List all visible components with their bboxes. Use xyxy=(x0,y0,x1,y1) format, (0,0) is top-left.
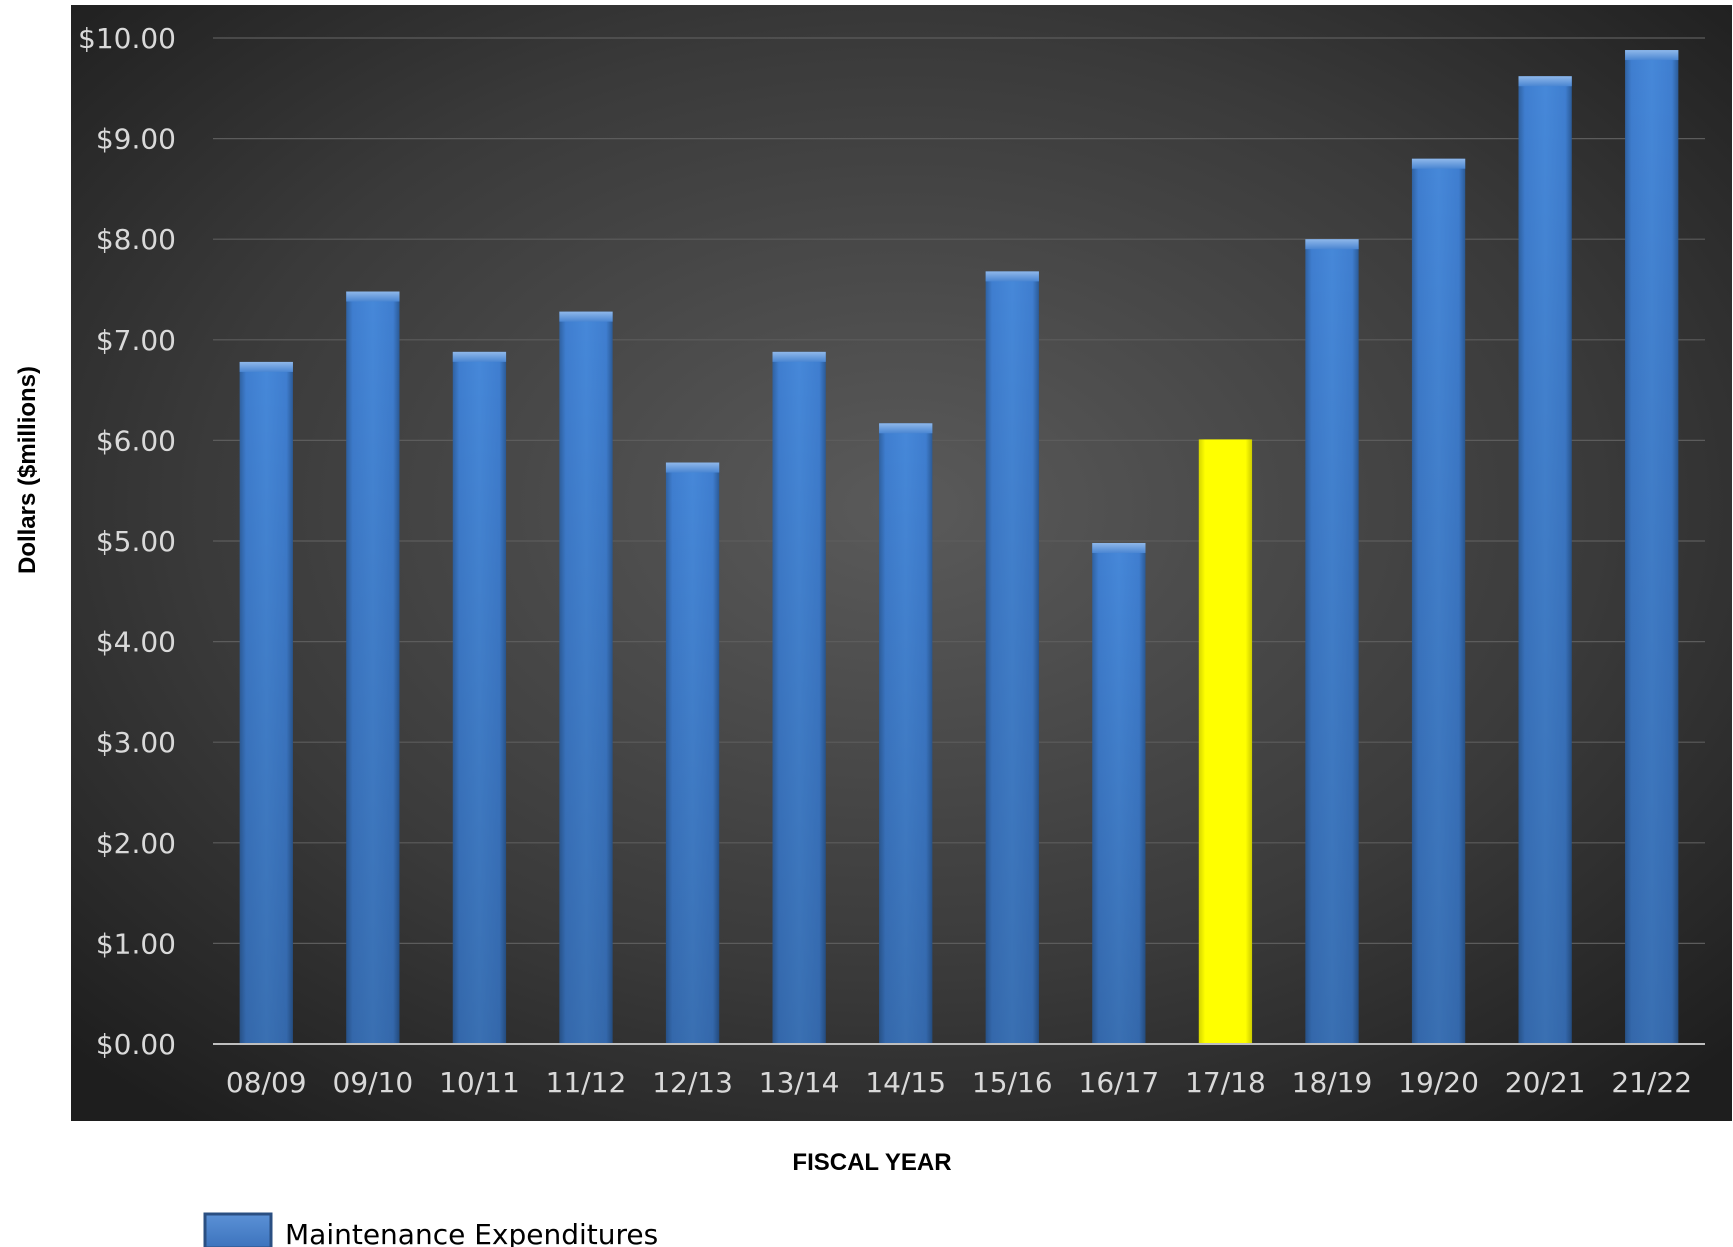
bar-shade xyxy=(1411,158,1466,1045)
x-tick-label: 11/12 xyxy=(546,1066,627,1099)
y-tick-label: $9.00 xyxy=(96,123,176,156)
y-tick-label: $0.00 xyxy=(96,1028,176,1061)
bar-shade xyxy=(1305,239,1359,1044)
bar-shade xyxy=(346,291,400,1045)
x-tick-label: 20/21 xyxy=(1505,1066,1586,1099)
bar-cap xyxy=(985,271,1039,282)
x-tick-label: 13/14 xyxy=(759,1066,840,1099)
x-tick-label: 17/18 xyxy=(1185,1066,1266,1099)
bar-08-09 xyxy=(239,361,293,1044)
bar-15-16 xyxy=(985,271,1039,1045)
bar-shade xyxy=(772,351,826,1044)
y-tick-label: $5.00 xyxy=(96,525,176,558)
bar-17-18 xyxy=(1198,439,1253,1044)
bar-12-13 xyxy=(665,462,720,1045)
bar-09-10 xyxy=(346,291,400,1045)
bar-11-12 xyxy=(559,311,613,1045)
bar-cap xyxy=(452,351,507,362)
bar-shade xyxy=(452,351,507,1044)
x-tick-label: 16/17 xyxy=(1079,1066,1160,1099)
y-tick-label: $4.00 xyxy=(96,626,176,659)
bar-shade xyxy=(239,361,293,1044)
bar-cap xyxy=(1518,76,1572,87)
bar-18-19 xyxy=(1305,239,1359,1044)
bar-21-22 xyxy=(1625,50,1679,1044)
bars xyxy=(239,50,1679,1045)
bar-14-15 xyxy=(879,423,933,1045)
x-tick-label: 08/09 xyxy=(226,1066,307,1099)
y-axis-title: Dollars ($millions) xyxy=(14,366,41,574)
bar-13-14 xyxy=(772,351,826,1044)
x-tick-label: 21/22 xyxy=(1611,1066,1692,1099)
bar-cap xyxy=(346,291,400,302)
x-tick-label: 10/11 xyxy=(439,1066,520,1099)
y-tick-label: $8.00 xyxy=(96,223,176,256)
x-tick-label: 18/19 xyxy=(1292,1066,1373,1099)
bar-cap xyxy=(1092,543,1146,554)
x-tick-label: 15/16 xyxy=(972,1066,1053,1099)
bar-shade xyxy=(1518,76,1572,1044)
bar-shade xyxy=(1092,543,1146,1044)
bar-cap xyxy=(879,423,933,434)
legend-label: Maintenance Expenditures xyxy=(285,1218,658,1247)
x-tick-label: 09/10 xyxy=(333,1066,414,1099)
bar-10-11 xyxy=(452,351,507,1044)
bar-cap xyxy=(1305,239,1359,250)
bar-cap xyxy=(665,462,720,473)
x-tick-label: 12/13 xyxy=(652,1066,733,1099)
legend: Maintenance Expenditures xyxy=(203,1212,658,1247)
y-tick-label: $10.00 xyxy=(78,22,176,55)
x-axis-title: FISCAL YEAR xyxy=(792,1149,951,1176)
bar-cap xyxy=(772,351,826,362)
bar-body xyxy=(1198,439,1253,1044)
bar-16-17 xyxy=(1092,543,1146,1044)
y-tick-label: $2.00 xyxy=(96,827,176,860)
bar-cap xyxy=(1625,50,1679,61)
bar-shade xyxy=(879,423,933,1045)
bar-shade xyxy=(985,271,1039,1045)
bar-shade xyxy=(1625,50,1679,1044)
bar-shade xyxy=(665,462,720,1045)
x-tick-label: 14/15 xyxy=(865,1066,946,1099)
bar-19-20 xyxy=(1411,158,1466,1045)
x-axis-tick-labels: 08/09 09/10 10/11 11/12 12/13 13/14 14/15 15/16… xyxy=(226,1066,1692,1099)
y-axis-tick-labels: $0.00 $1.00 $2.00 $3.00 $4.00 $5.00 $6.00 $7.00… xyxy=(78,22,176,1061)
bar-cap xyxy=(239,361,293,372)
bar-shade xyxy=(559,311,613,1045)
x-tick-label: 19/20 xyxy=(1398,1066,1479,1099)
y-tick-label: $1.00 xyxy=(96,927,176,960)
legend-swatch xyxy=(203,1212,273,1247)
y-tick-label: $7.00 xyxy=(96,324,176,357)
y-tick-label: $6.00 xyxy=(96,424,176,457)
bar-cap xyxy=(1411,158,1466,169)
bar-cap xyxy=(559,311,613,322)
y-tick-label: $3.00 xyxy=(96,726,176,759)
bar-20-21 xyxy=(1518,76,1572,1044)
